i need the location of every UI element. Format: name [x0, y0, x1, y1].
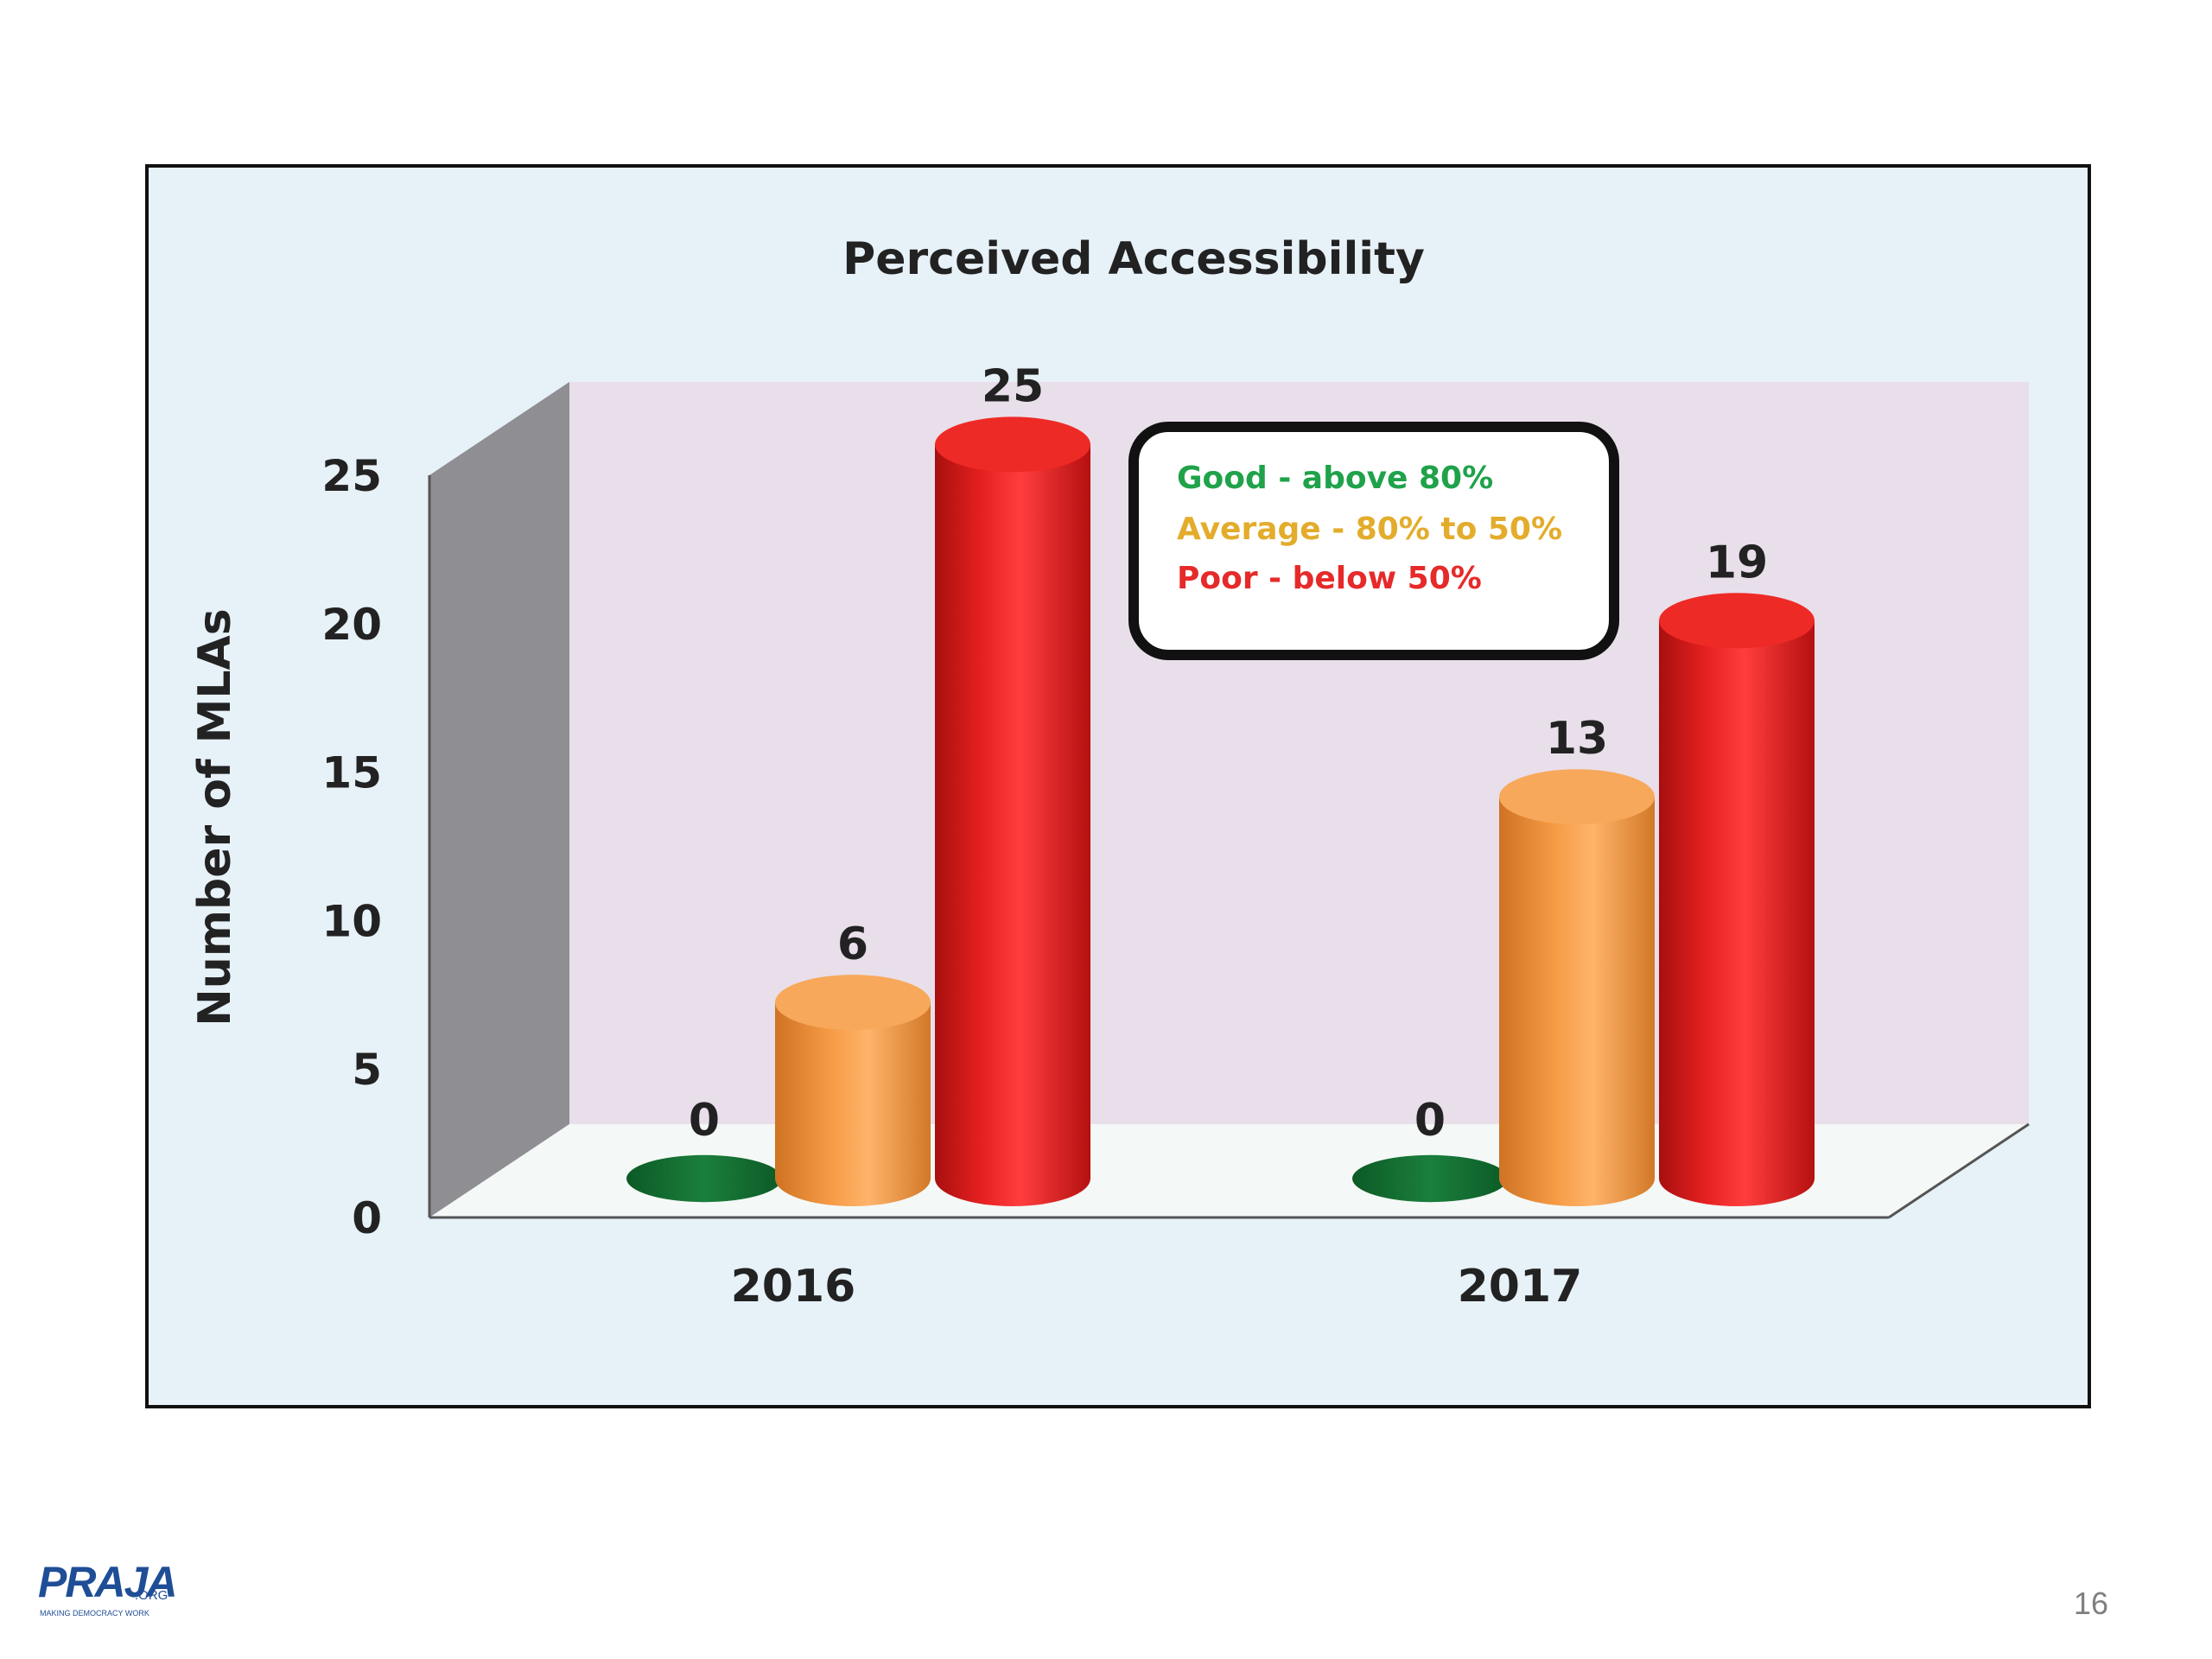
bar	[1499, 769, 1655, 1206]
page-number: 16	[2073, 1586, 2108, 1621]
legend-item-good: Good - above 80%	[1177, 461, 1493, 496]
praja-logo: PRAJA .ORG MAKING DEMOCRACY WORK	[38, 1555, 185, 1642]
chart-title: Perceived Accessibility	[842, 233, 1425, 285]
y-tick-label: 10	[321, 896, 382, 946]
side-wall	[429, 382, 569, 1217]
y-tick-label: 5	[352, 1045, 382, 1095]
data-labels: 0 6 25 0 13 19	[689, 360, 1768, 1147]
category-label: 2016	[731, 1261, 856, 1313]
data-label: 0	[689, 1095, 720, 1147]
y-tick-label: 0	[352, 1193, 382, 1243]
chart-frame: 0 5 10 15 20 25 0 6 25 0 13 19 2016 2017 Perceived …	[145, 164, 2091, 1408]
data-label: 13	[1546, 713, 1608, 765]
bar-top	[1499, 769, 1655, 825]
data-label: 0	[1414, 1095, 1446, 1147]
y-tick-label: 25	[321, 451, 382, 501]
data-label: 6	[837, 918, 868, 970]
y-tick-label: 20	[321, 600, 382, 650]
legend-item-average: Average - 80% to 50%	[1177, 512, 1562, 547]
logo-org: .ORG	[135, 1588, 168, 1603]
legend-item-poor: Poor - below 50%	[1177, 561, 1482, 596]
legend-box	[1128, 422, 1619, 660]
bar-top	[935, 416, 1090, 473]
logo-tagline: MAKING DEMOCRACY WORK	[40, 1609, 149, 1618]
bar	[1659, 593, 1815, 1206]
category-label: 2017	[1458, 1261, 1583, 1313]
logo-wordmark: PRAJA	[38, 1558, 177, 1606]
bar-body	[1659, 620, 1815, 1206]
bar-disc	[1352, 1154, 1508, 1203]
y-tick-labels: 0 5 10 15 20 25	[321, 451, 382, 1243]
bar-body	[1499, 797, 1655, 1206]
bar-body	[935, 444, 1090, 1206]
data-label: 25	[982, 360, 1044, 412]
bar	[1352, 1154, 1508, 1203]
bars	[626, 416, 1815, 1206]
bar-top	[775, 975, 931, 1031]
bar-body	[775, 1002, 931, 1206]
bar	[935, 416, 1090, 1206]
chart-svg: 0 5 10 15 20 25 0 6 25 0 13 19 2016 2017 Perceived …	[189, 233, 2030, 1313]
bar	[775, 975, 931, 1206]
legend: Good - above 80% Average - 80% to 50% Po…	[1128, 422, 1619, 660]
bar	[626, 1154, 782, 1203]
data-label: 19	[1706, 537, 1768, 588]
bar-top	[1659, 593, 1815, 649]
floor-edge-line	[1888, 1122, 2030, 1219]
y-axis-label: Number of MLAs	[189, 608, 241, 1027]
category-labels: 2016 2017	[731, 1261, 1583, 1313]
y-tick-label: 15	[321, 748, 382, 798]
bar-disc	[626, 1154, 782, 1203]
